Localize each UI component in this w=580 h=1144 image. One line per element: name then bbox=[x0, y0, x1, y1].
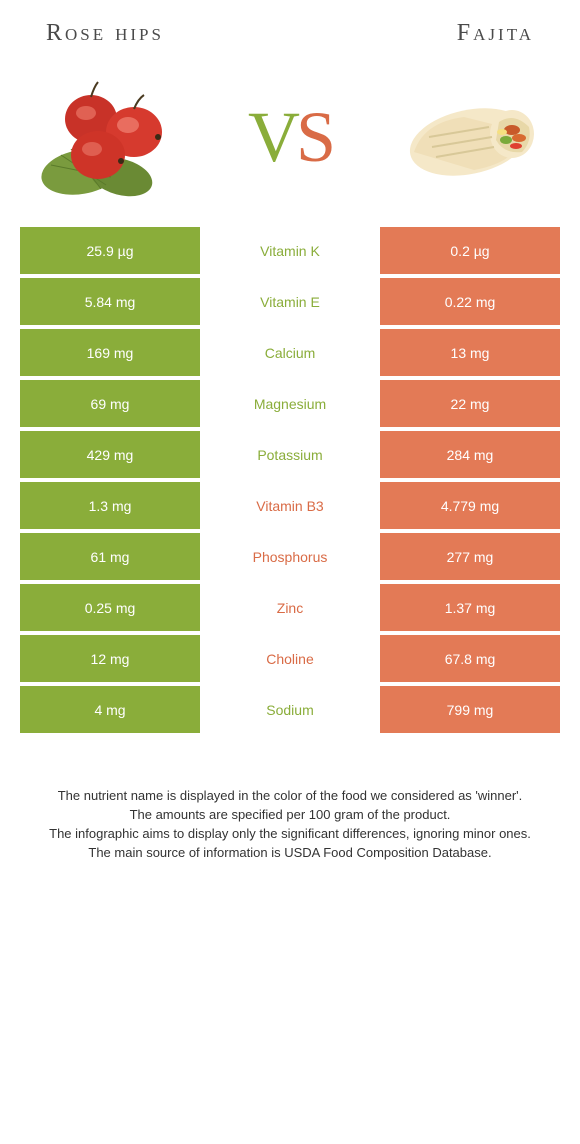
right-value: 0.2 µg bbox=[380, 227, 560, 274]
right-value: 67.8 mg bbox=[380, 635, 560, 682]
comparison-table: 25.9 µgVitamin K0.2 µg5.84 mgVitamin E0.… bbox=[20, 227, 560, 733]
table-row: 169 mgCalcium13 mg bbox=[20, 329, 560, 376]
left-value: 429 mg bbox=[20, 431, 200, 478]
nutrient-name: Vitamin E bbox=[200, 278, 380, 325]
titles-row: Rose hips Fajita bbox=[16, 20, 564, 67]
left-value: 61 mg bbox=[20, 533, 200, 580]
table-row: 1.3 mgVitamin B34.779 mg bbox=[20, 482, 560, 529]
left-value: 12 mg bbox=[20, 635, 200, 682]
vs-s-letter: S bbox=[296, 97, 332, 177]
right-value: 22 mg bbox=[380, 380, 560, 427]
nutrient-name: Choline bbox=[200, 635, 380, 682]
table-row: 4 mgSodium799 mg bbox=[20, 686, 560, 733]
footer-line: The nutrient name is displayed in the co… bbox=[40, 787, 540, 806]
left-value: 69 mg bbox=[20, 380, 200, 427]
left-value: 4 mg bbox=[20, 686, 200, 733]
table-row: 5.84 mgVitamin E0.22 mg bbox=[20, 278, 560, 325]
left-food-title: Rose hips bbox=[46, 20, 164, 47]
right-food-title: Fajita bbox=[457, 20, 534, 47]
right-value: 284 mg bbox=[380, 431, 560, 478]
left-value: 0.25 mg bbox=[20, 584, 200, 631]
right-value: 799 mg bbox=[380, 686, 560, 733]
nutrient-name: Zinc bbox=[200, 584, 380, 631]
table-row: 0.25 mgZinc1.37 mg bbox=[20, 584, 560, 631]
table-row: 61 mgPhosphorus277 mg bbox=[20, 533, 560, 580]
right-value: 0.22 mg bbox=[380, 278, 560, 325]
left-value: 1.3 mg bbox=[20, 482, 200, 529]
right-value: 1.37 mg bbox=[380, 584, 560, 631]
nutrient-name: Vitamin K bbox=[200, 227, 380, 274]
footer-line: The main source of information is USDA F… bbox=[40, 844, 540, 863]
left-value: 25.9 µg bbox=[20, 227, 200, 274]
right-value: 277 mg bbox=[380, 533, 560, 580]
nutrient-name: Vitamin B3 bbox=[200, 482, 380, 529]
left-value: 169 mg bbox=[20, 329, 200, 376]
nutrient-name: Sodium bbox=[200, 686, 380, 733]
fajita-image bbox=[394, 77, 544, 197]
left-value: 5.84 mg bbox=[20, 278, 200, 325]
footer-line: The infographic aims to display only the… bbox=[40, 825, 540, 844]
vs-label: VS bbox=[248, 96, 332, 179]
vs-v-letter: V bbox=[248, 97, 296, 177]
hero-row: VS bbox=[16, 67, 564, 227]
right-value: 4.779 mg bbox=[380, 482, 560, 529]
right-value: 13 mg bbox=[380, 329, 560, 376]
footer-line: The amounts are specified per 100 gram o… bbox=[40, 806, 540, 825]
footer-notes: The nutrient name is displayed in the co… bbox=[16, 737, 564, 862]
table-row: 69 mgMagnesium22 mg bbox=[20, 380, 560, 427]
table-row: 12 mgCholine67.8 mg bbox=[20, 635, 560, 682]
nutrient-name: Calcium bbox=[200, 329, 380, 376]
rose-hips-image bbox=[36, 77, 186, 197]
nutrient-name: Phosphorus bbox=[200, 533, 380, 580]
nutrient-name: Magnesium bbox=[200, 380, 380, 427]
table-row: 25.9 µgVitamin K0.2 µg bbox=[20, 227, 560, 274]
infographic-container: Rose hips Fajita bbox=[0, 0, 580, 882]
table-row: 429 mgPotassium284 mg bbox=[20, 431, 560, 478]
nutrient-name: Potassium bbox=[200, 431, 380, 478]
